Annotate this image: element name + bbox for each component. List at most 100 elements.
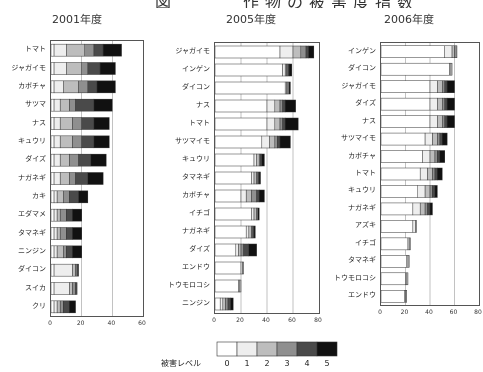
plot-area-1 <box>215 43 315 313</box>
bar-segment-2-6-3 <box>434 150 438 163</box>
bar-segment-0-9-4 <box>66 208 73 222</box>
bar-segment-1-14-4 <box>227 297 231 311</box>
bar-segment-2-6-2 <box>429 150 436 163</box>
bar-segment-1-5-2 <box>269 135 276 149</box>
bar-segment-1-8-2 <box>245 189 252 203</box>
bar-segment-2-4-4 <box>444 115 448 128</box>
bar-segment-0-9-2 <box>56 208 61 222</box>
bar-segment-2-14-0 <box>381 290 405 303</box>
category-label: クリ <box>32 301 46 310</box>
bar-segment-0-2-0 <box>51 80 55 94</box>
bar-segment-0-11-5 <box>72 245 82 259</box>
bar-segment-2-3-4 <box>444 97 448 111</box>
bar-segment-1-2-0 <box>215 81 286 95</box>
bar-segment-2-3-5 <box>446 97 455 111</box>
bar-segment-0-14-1 <box>53 300 58 314</box>
category-label: キュウリ <box>182 155 210 163</box>
panel-title-1: 2005年度 <box>226 13 276 26</box>
bar-segment-1-1-5 <box>288 63 292 77</box>
bar-segment-1-3-1 <box>266 99 276 113</box>
category-label: ダイズ <box>189 245 210 253</box>
bar-segment-1-9-2 <box>253 207 257 221</box>
bar-segment-0-7-2 <box>59 172 70 185</box>
bar-segment-2-9-2 <box>419 202 426 216</box>
bar-segment-2-0-3 <box>454 45 458 58</box>
bar-segment-0-4-5 <box>93 117 110 130</box>
category-label: キュウリ <box>348 186 376 195</box>
bar-segment-0-4-3 <box>72 117 82 130</box>
bar-segment-0-1-5 <box>99 62 116 75</box>
category-label: アズキ <box>355 221 376 230</box>
bar-segment-2-8-4 <box>432 185 436 198</box>
bar-segment-2-4-1 <box>429 115 438 128</box>
bar-segment-0-6-5 <box>90 153 107 167</box>
legend-swatches <box>216 341 338 357</box>
bar-segment-2-8-0 <box>381 185 418 198</box>
bar-segment-0-6-2 <box>59 153 70 167</box>
bar-segment-0-7-5 <box>87 172 104 185</box>
bar-segment-2-4-0 <box>381 115 431 128</box>
category-label: ジャガイモ <box>175 47 210 55</box>
bar-segment-1-3-3 <box>279 99 283 113</box>
bar-segment-0-6-0 <box>51 153 55 167</box>
bar-segment-2-4-2 <box>437 115 443 128</box>
bar-segment-0-12-2 <box>72 263 76 277</box>
category-label: ナス <box>362 116 376 125</box>
bar-segment-1-4-4 <box>282 117 286 131</box>
bar-segment-0-6-1 <box>53 153 61 167</box>
bar-segment-0-3-4 <box>75 98 95 112</box>
category-label: ダイコン <box>18 265 46 274</box>
legend-level-1: 1 <box>244 359 250 368</box>
bar-segment-1-9-1 <box>251 207 255 221</box>
bar-segment-1-14-5 <box>230 297 234 311</box>
bar-segment-2-3-2 <box>437 97 443 111</box>
bar-segment-1-8-0 <box>215 189 242 203</box>
bar-segment-1-8-3 <box>251 189 257 203</box>
bar-segment-0-5-1 <box>53 135 61 149</box>
legend: 被害レベル 0 1 2 3 4 5 <box>161 338 341 372</box>
bar-segment-1-4-5 <box>284 117 299 131</box>
bar-segment-0-8-3 <box>63 190 70 204</box>
bar-segment-2-9-0 <box>381 202 414 216</box>
bar-segment-1-2-5 <box>288 81 291 95</box>
bar-segment-0-5-5 <box>93 135 110 149</box>
bar-segment-0-2-2 <box>63 80 79 94</box>
bar-segment-0-10-1 <box>53 227 58 240</box>
bar-segment-1-6-0 <box>215 153 255 167</box>
x-tick-label: 0 <box>378 309 382 316</box>
bar-segment-0-8-4 <box>69 190 79 204</box>
bar-segment-0-10-3 <box>59 227 67 240</box>
category-label: ニンジン <box>18 246 46 255</box>
bar-segment-1-5-5 <box>279 135 291 149</box>
bar-segment-0-0-3 <box>84 43 95 57</box>
category-label: ダイコン <box>348 64 376 73</box>
plot-frame-1 <box>214 42 320 314</box>
category-label: インゲン <box>348 46 376 55</box>
bar-segment-0-12-4 <box>76 263 79 277</box>
bar-segment-1-11-0 <box>215 243 237 257</box>
bar-segment-1-1-1 <box>282 63 286 77</box>
bar-segment-0-1-4 <box>87 62 101 75</box>
bar-segment-0-14-4 <box>63 300 70 314</box>
category-label: ダイコン <box>182 83 210 91</box>
bar-segment-2-14-2 <box>405 290 407 303</box>
bar-segment-2-7-5 <box>437 167 443 181</box>
bar-segment-2-4-3 <box>442 115 445 128</box>
bar-segment-0-10-5 <box>72 227 82 240</box>
category-label: スイカ <box>25 283 46 292</box>
bar-segment-2-2-1 <box>429 80 438 93</box>
bar-segment-2-3-3 <box>442 97 445 111</box>
bar-segment-2-10-0 <box>381 220 414 233</box>
bar-segment-2-3-1 <box>429 97 438 111</box>
bar-segment-1-11-5 <box>248 243 257 257</box>
bar-segment-2-8-2 <box>424 185 431 198</box>
bar-segment-1-0-2 <box>292 45 302 59</box>
category-label: トマト <box>355 169 376 177</box>
bar-segment-0-2-4 <box>87 80 98 94</box>
category-label: ナス <box>32 118 46 127</box>
legend-swatch-0 <box>216 341 238 357</box>
bar-segment-2-9-4 <box>427 202 431 216</box>
bar-segment-0-5-2 <box>59 135 73 149</box>
bar-segment-1-13-0 <box>215 279 239 293</box>
bar-segment-2-10-2 <box>415 220 417 233</box>
